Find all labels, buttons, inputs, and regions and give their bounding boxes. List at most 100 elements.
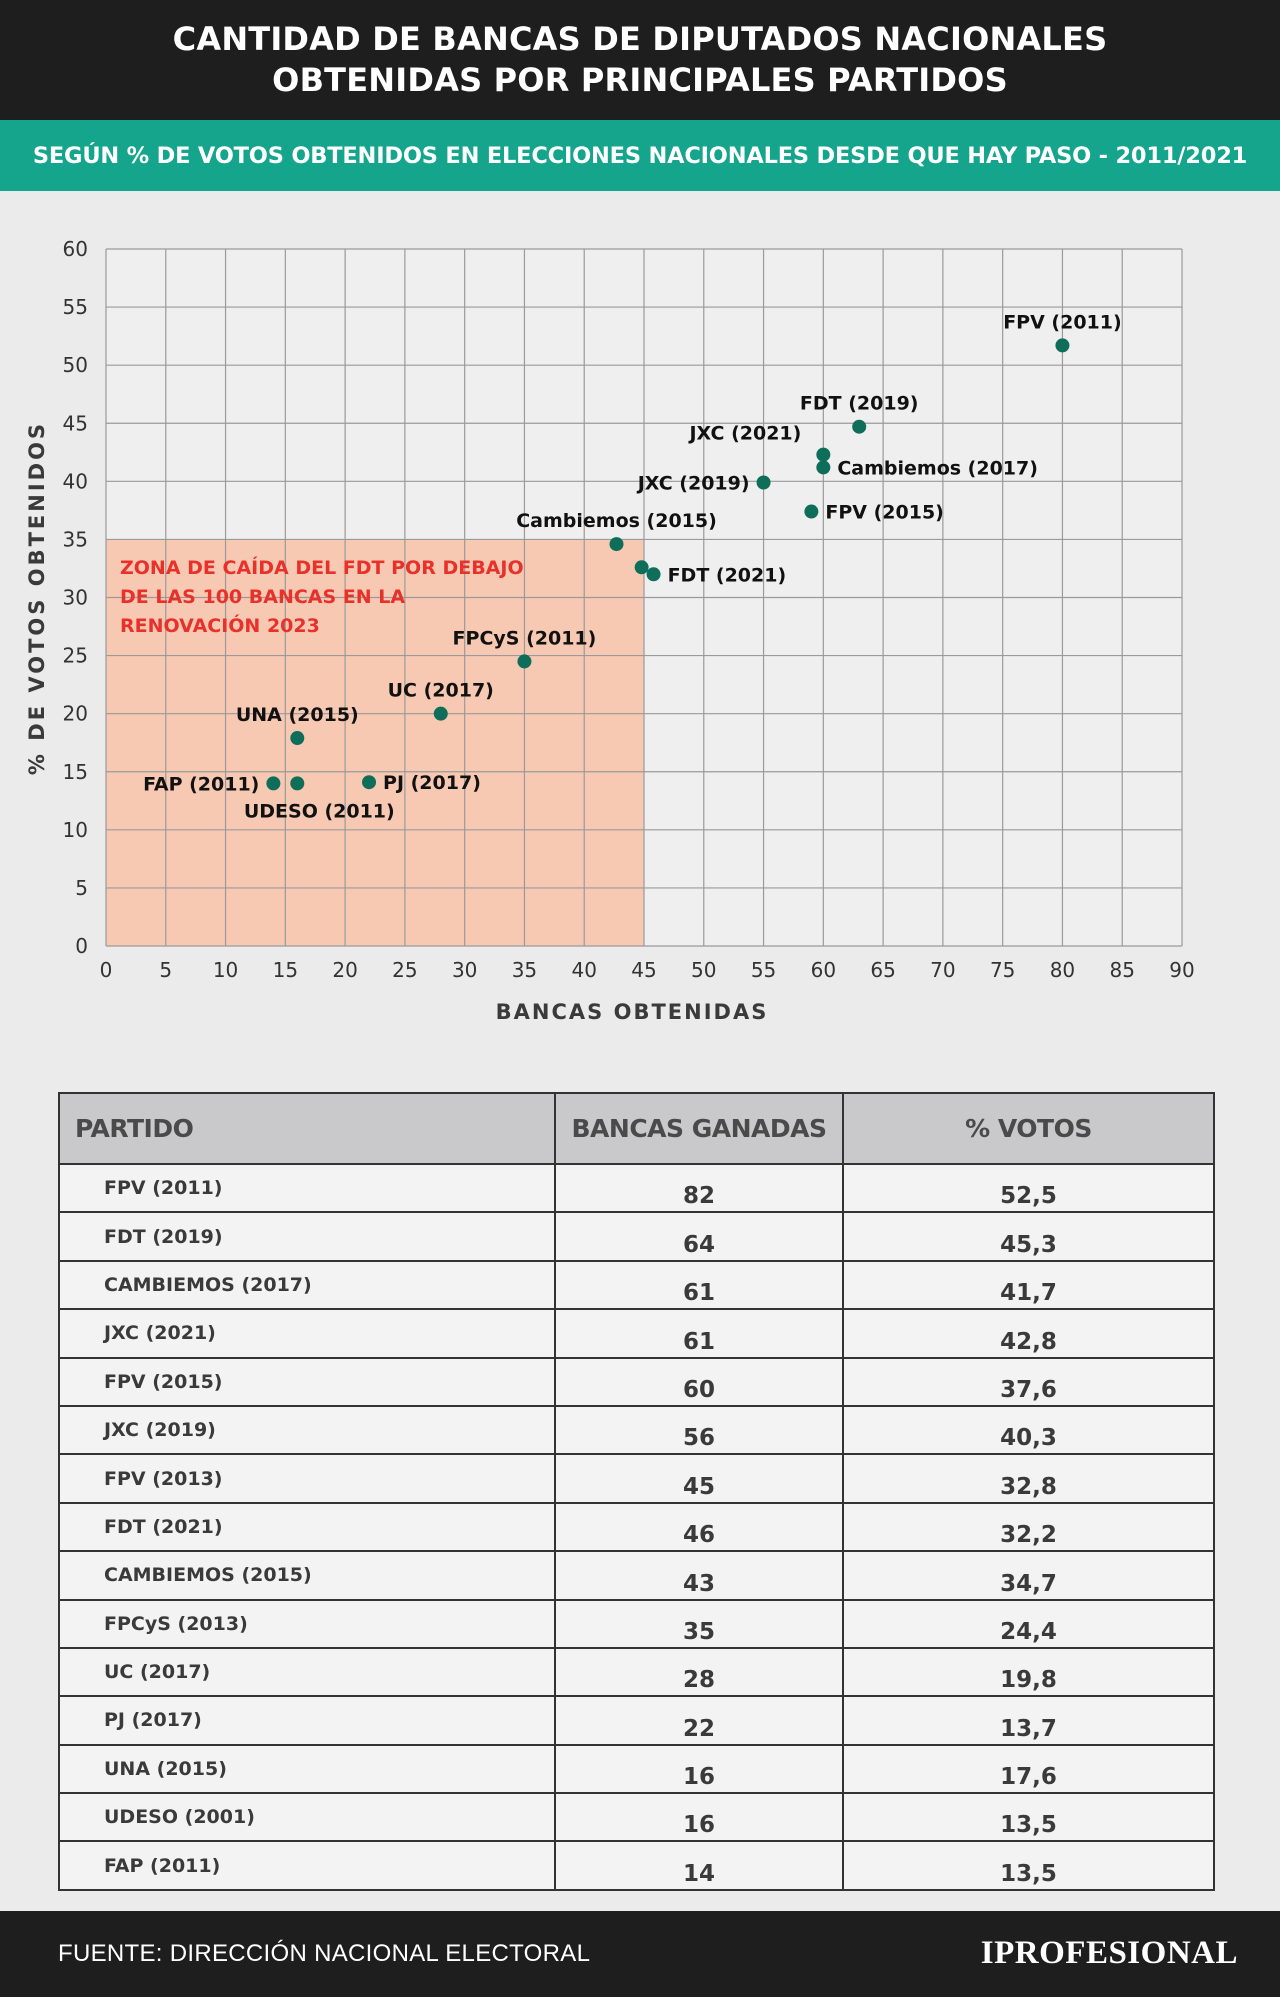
table-row: JXC (2021) 61 42,8 <box>58 1308 1215 1359</box>
data-point <box>816 460 831 475</box>
point-label: JXC (2019) <box>636 472 750 494</box>
y-tick-label: 10 <box>63 818 88 842</box>
x-tick-label: 50 <box>691 958 716 982</box>
table-row: FAP (2011) 14 13,5 <box>58 1840 1215 1891</box>
cell-bancas: 60 <box>554 1356 844 1407</box>
cell-partido: UNA (2015) <box>58 1743 556 1795</box>
cell-votos: 34,7 <box>842 1550 1215 1601</box>
table-row: FDT (2019) 64 45,3 <box>58 1211 1215 1262</box>
data-point <box>362 775 377 790</box>
table-header-row: PARTIDO BANCAS GANADAS % VOTOS <box>58 1092 1215 1165</box>
cell-partido: FDT (2019) <box>58 1211 556 1262</box>
cell-bancas: 61 <box>554 1259 844 1311</box>
point-label: FPCyS (2011) <box>453 627 597 649</box>
cell-votos: 24,4 <box>842 1598 1215 1649</box>
table-row: PJ (2017) 22 13,7 <box>58 1695 1215 1746</box>
cell-partido: FPV (2015) <box>58 1356 556 1407</box>
data-point <box>266 776 281 791</box>
zone-label: RENOVACIÓN 2023 <box>120 613 320 637</box>
data-point <box>433 706 448 721</box>
cell-votos: 32,8 <box>842 1453 1215 1504</box>
x-axis-title: BANCAS OBTENIDAS <box>496 1000 769 1024</box>
point-label: FDT (2021) <box>668 564 787 586</box>
title-line-2: OBTENIDAS POR PRINCIPALES PARTIDOS <box>272 61 1008 99</box>
y-tick-label: 15 <box>63 760 88 784</box>
table-row: FPV (2015) 60 37,6 <box>58 1356 1215 1407</box>
cell-partido: PJ (2017) <box>58 1695 556 1746</box>
table-row: UC (2017) 28 19,8 <box>58 1646 1215 1698</box>
cell-bancas: 46 <box>554 1501 844 1553</box>
cell-partido: FPV (2011) <box>58 1162 556 1214</box>
cell-bancas: 14 <box>554 1840 844 1891</box>
point-label: FPV (2015) <box>825 502 943 524</box>
y-tick-label: 30 <box>63 586 88 610</box>
source-note: FUENTE: DIRECCIÓN NACIONAL ELECTORAL <box>58 1940 591 1967</box>
x-tick-label: 20 <box>332 958 357 982</box>
table-row: FPCyS (2013) 35 24,4 <box>58 1598 1215 1649</box>
cell-partido: FPCyS (2013) <box>58 1598 556 1649</box>
y-tick-label: 35 <box>63 527 88 551</box>
point-label: UC (2017) <box>388 680 494 702</box>
header-bancas: BANCAS GANADAS <box>554 1092 844 1165</box>
cell-votos: 42,8 <box>842 1308 1215 1359</box>
cell-partido: UDESO (2001) <box>58 1792 556 1843</box>
x-tick-label: 80 <box>1050 958 1075 982</box>
y-tick-label: 50 <box>63 353 88 377</box>
x-tick-label: 25 <box>392 958 417 982</box>
y-tick-label: 0 <box>75 934 88 958</box>
cell-partido: CAMBIEMOS (2017) <box>58 1259 556 1311</box>
subtitle: SEGÚN % DE VOTOS OBTENIDOS EN ELECCIONES… <box>32 142 1248 169</box>
point-label: FPV (2011) <box>1003 311 1121 333</box>
table-row: FPV (2013) 45 32,8 <box>58 1453 1215 1504</box>
table-row: UDESO (2001) 16 13,5 <box>58 1792 1215 1843</box>
data-point <box>517 654 532 669</box>
x-tick-label: 45 <box>631 958 656 982</box>
cell-bancas: 22 <box>554 1695 844 1746</box>
cell-votos: 19,8 <box>842 1646 1215 1698</box>
results-table: PARTIDO BANCAS GANADAS % VOTOS FPV (2011… <box>58 1092 1215 1891</box>
cell-votos: 37,6 <box>842 1356 1215 1407</box>
cell-bancas: 16 <box>554 1743 844 1795</box>
data-point <box>816 447 831 462</box>
point-label: UDESO (2011) <box>244 800 395 822</box>
x-tick-label: 40 <box>571 958 596 982</box>
cell-bancas: 64 <box>554 1211 844 1262</box>
data-point <box>290 776 305 791</box>
table-row: JXC (2019) 56 40,3 <box>58 1404 1215 1456</box>
cell-bancas: 16 <box>554 1792 844 1843</box>
data-point <box>852 419 867 434</box>
y-tick-label: 5 <box>75 876 88 900</box>
data-point <box>609 537 624 552</box>
point-label: UNA (2015) <box>236 704 359 726</box>
y-tick-label: 60 <box>63 237 88 261</box>
x-tick-label: 15 <box>273 958 298 982</box>
cell-votos: 52,5 <box>842 1162 1215 1214</box>
cell-votos: 32,2 <box>842 1501 1215 1553</box>
point-label: JXC (2021) <box>687 423 801 445</box>
brand-logo: IPROFESIONAL <box>980 1935 1238 1971</box>
table-row: CAMBIEMOS (2015) 43 34,7 <box>58 1550 1215 1601</box>
scatter-chart: 0 5 10 15 20 25 30 35 40 45 50 55 60 65 70 75 80 85 90 0 5 10… <box>25 237 1195 1024</box>
table-row: CAMBIEMOS (2017) 61 41,7 <box>58 1259 1215 1311</box>
cell-bancas: 56 <box>554 1404 844 1456</box>
x-tick-label: 85 <box>1109 958 1134 982</box>
fdt-zone <box>106 539 644 946</box>
y-tick-label: 55 <box>63 295 88 319</box>
data-point <box>634 560 649 575</box>
point-label: Cambiemos (2015) <box>516 510 717 532</box>
cell-partido: UC (2017) <box>58 1646 556 1698</box>
data-point <box>646 567 661 582</box>
x-tick-label: 60 <box>811 958 836 982</box>
cell-bancas: 82 <box>554 1162 844 1214</box>
cell-votos: 45,3 <box>842 1211 1215 1262</box>
cell-partido: JXC (2021) <box>58 1308 556 1359</box>
header: CANTIDAD DE BANCAS DE DIPUTADOS NACIONAL… <box>0 0 1280 120</box>
cell-votos: 13,5 <box>842 1840 1215 1891</box>
header-partido: PARTIDO <box>58 1092 556 1165</box>
x-tick-label: 90 <box>1169 958 1194 982</box>
table-row: FPV (2011) 82 52,5 <box>58 1162 1215 1214</box>
header-votos: % VOTOS <box>842 1092 1215 1165</box>
footer: FUENTE: DIRECCIÓN NACIONAL ELECTORAL IPR… <box>0 1911 1280 1997</box>
cell-bancas: 35 <box>554 1598 844 1649</box>
cell-partido: FPV (2013) <box>58 1453 556 1504</box>
